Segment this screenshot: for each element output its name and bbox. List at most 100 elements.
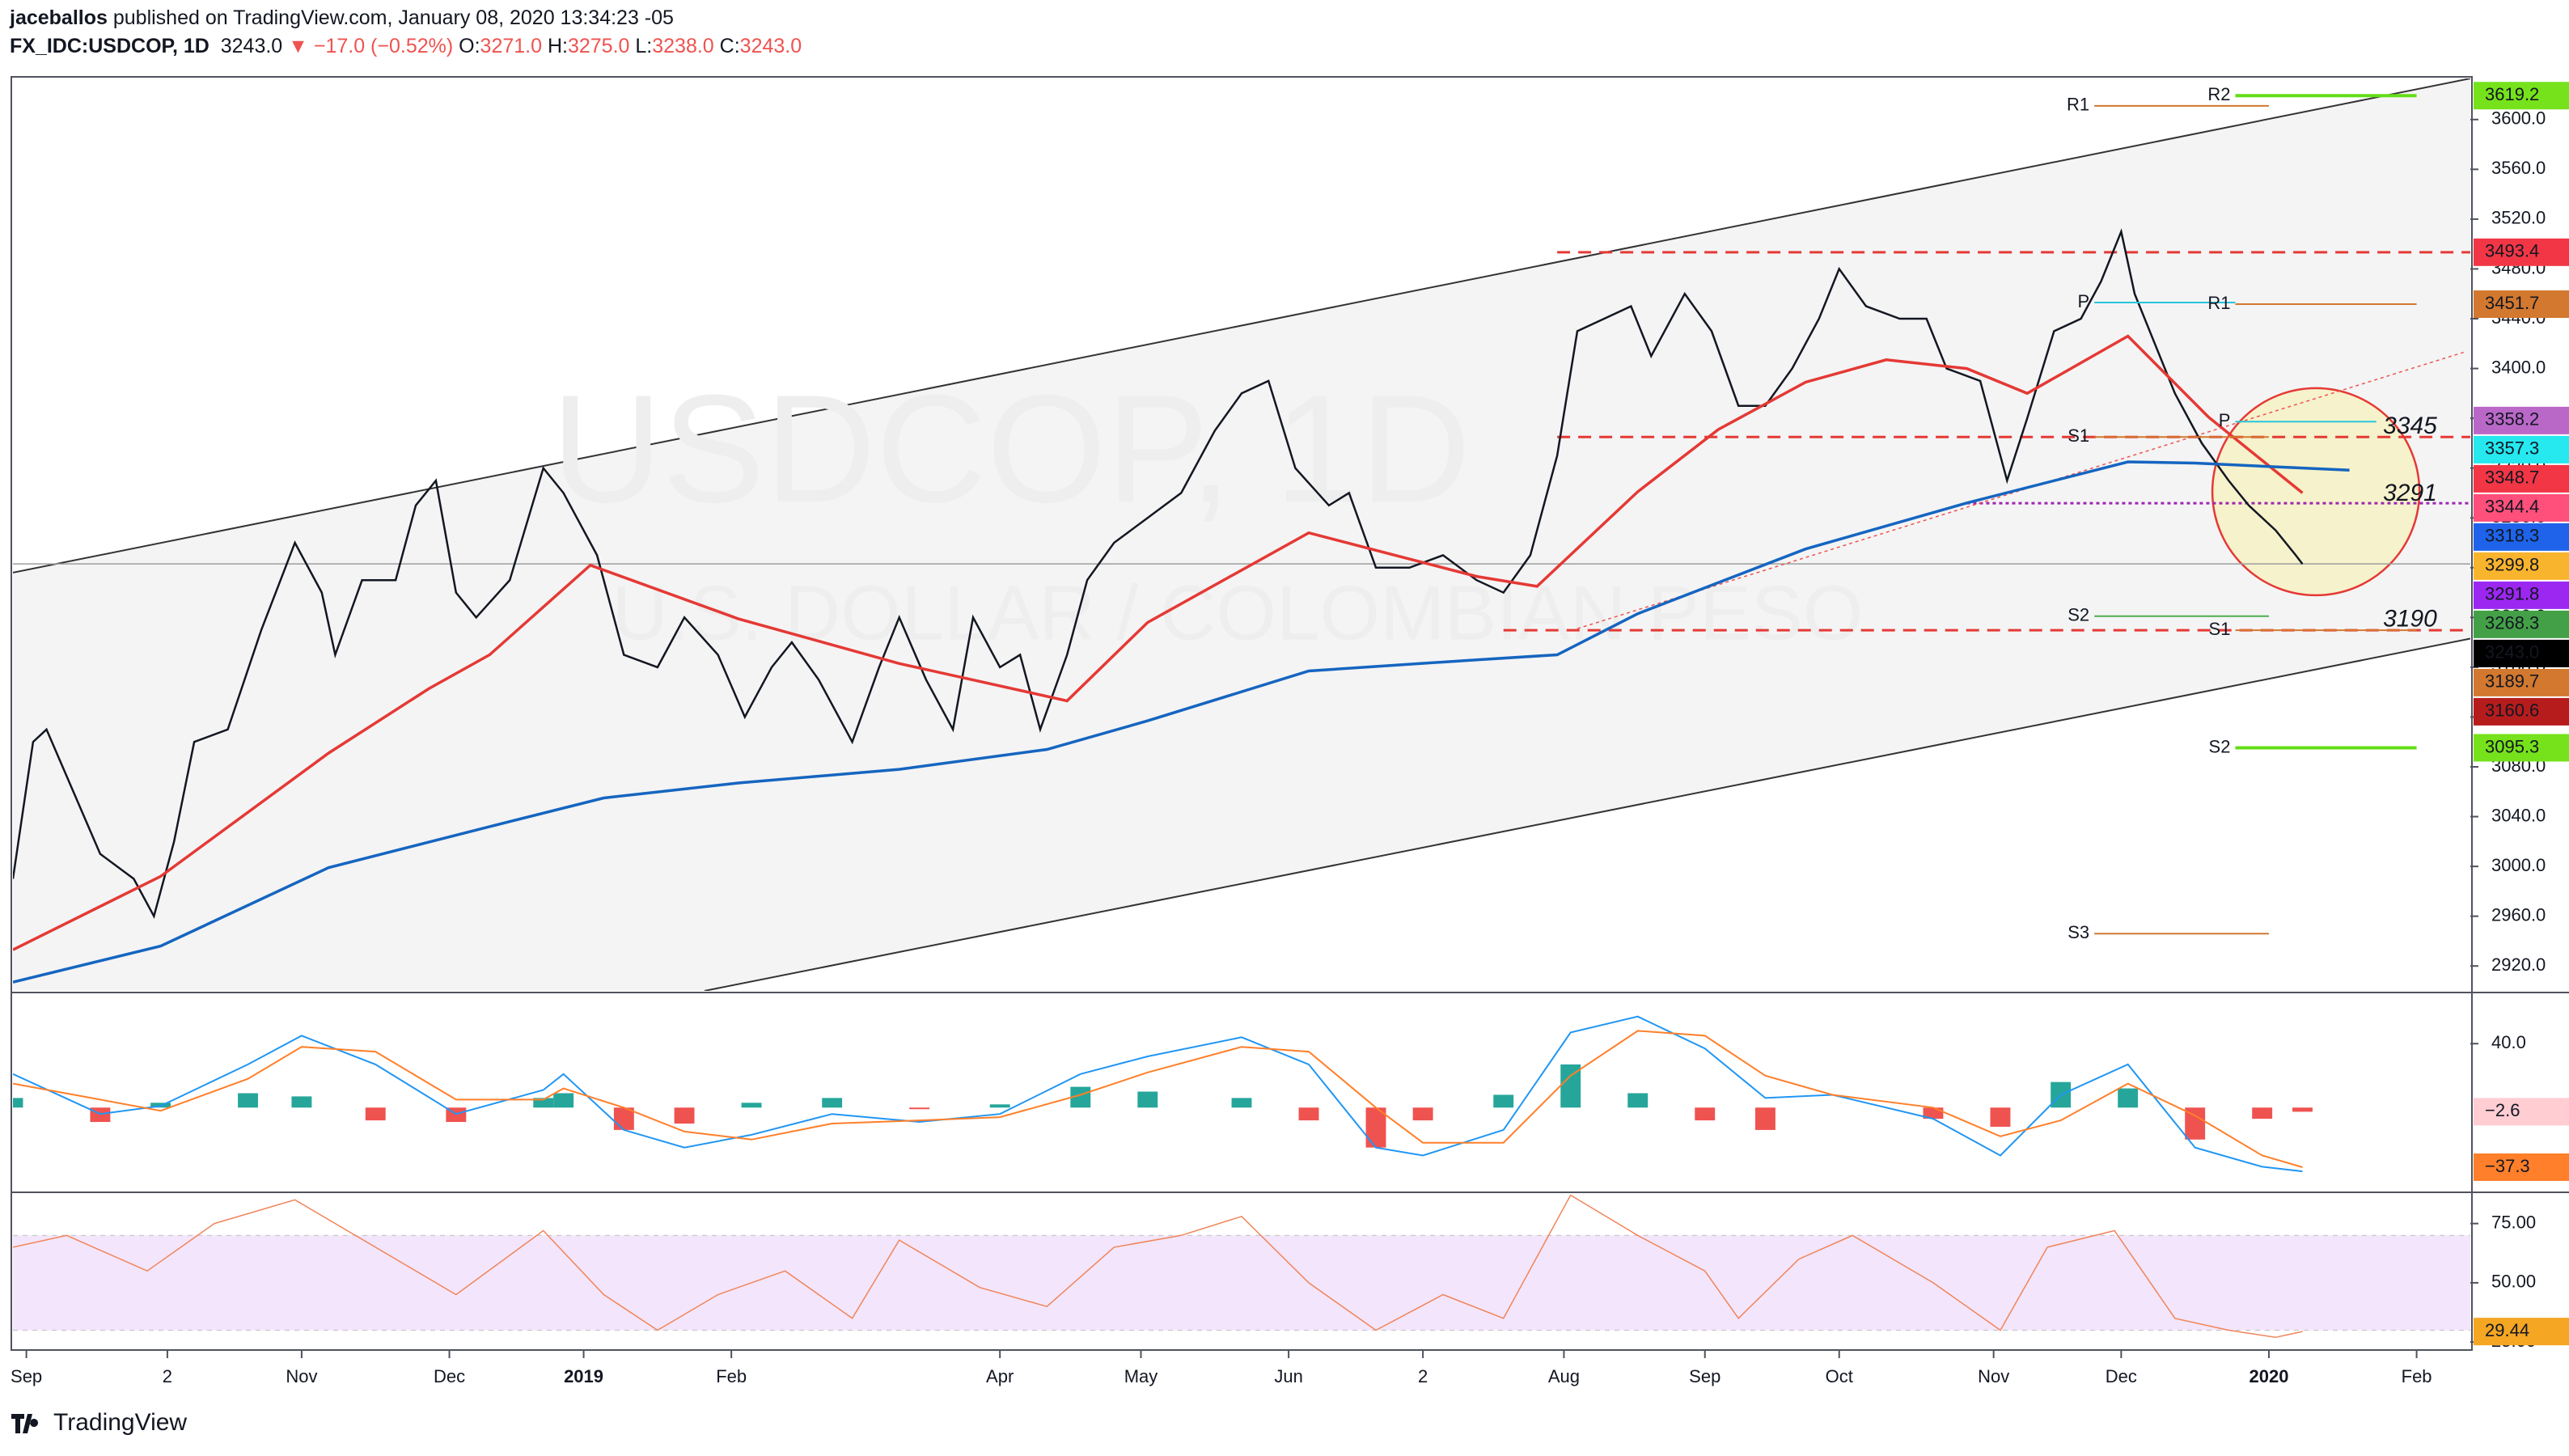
axis-price-label-text: 3357.3: [2485, 438, 2539, 459]
axis-price-label: [2474, 464, 2569, 493]
axis-price-label: [2474, 581, 2569, 609]
y-tick-label: 50.00: [2491, 1272, 2536, 1292]
publish-text: published on TradingView.com, January 08…: [112, 6, 674, 29]
axis-price-label: [2474, 290, 2569, 318]
axis-price-label: [2474, 610, 2569, 638]
histogram-bar: [1231, 1098, 1252, 1108]
channel-line: [704, 637, 2470, 991]
axis-price-label-text: 3095.3: [2485, 736, 2539, 756]
low-value: 3238.0: [652, 35, 714, 57]
publish-info: jaceballos published on TradingView.com,…: [10, 6, 674, 30]
axis-price-label-text: 3268.3: [2485, 613, 2539, 633]
histogram-bar: [533, 1098, 554, 1108]
axis-price-label-text: 3358.2: [2485, 409, 2539, 430]
histogram-bar: [553, 1093, 574, 1108]
histogram-bar: [613, 1107, 634, 1130]
axis-price-label: [2474, 523, 2569, 551]
x-tick-label: Jun: [1274, 1366, 1302, 1386]
axis-price-label: [2474, 1098, 2569, 1126]
rsi-band: [13, 1235, 2470, 1331]
axis-price-label: [2474, 82, 2569, 110]
pivot-label: S1: [2067, 425, 2089, 446]
x-tick-label: Aug: [1548, 1366, 1580, 1386]
annotation: 3291: [2383, 480, 2437, 506]
histogram-bar: [741, 1103, 762, 1108]
axis-price-label-text: 29.44: [2485, 1320, 2529, 1340]
axis-price-label: [2474, 697, 2569, 726]
author: jaceballos: [10, 6, 108, 29]
pivot-label: P: [2077, 291, 2089, 311]
highlight-circle: [2211, 387, 2421, 597]
axis-price-label-text: 3619.2: [2485, 84, 2539, 104]
x-tick-label: Sep: [1689, 1366, 1720, 1386]
close-value: 3243.0: [739, 35, 802, 57]
x-tick-label: 2: [1418, 1366, 1428, 1386]
axis-price-label: [2474, 435, 2569, 463]
histogram-bar: [291, 1096, 312, 1108]
series-line: [13, 1015, 2303, 1173]
brand: TradingView: [53, 1409, 188, 1436]
histogram-bar: [1627, 1093, 1648, 1108]
series-line: [13, 228, 2304, 920]
axis-price-label-text: 3344.4: [2485, 497, 2539, 517]
y-tick-label: 3040.0: [2491, 805, 2546, 825]
histogram-bar: [13, 1098, 23, 1108]
last-price: 3243.0: [220, 35, 283, 57]
price-pane: USDCOP, 1D U.S. DOLLAR / COLOMBIAN PESO R1…: [13, 78, 2470, 991]
x-tick-label: Nov: [286, 1366, 317, 1386]
footer: TradingView: [10, 1409, 187, 1437]
series-line: [13, 460, 2350, 984]
pivot-label: S3: [2067, 922, 2089, 942]
axis-price-label-text: 3160.6: [2485, 700, 2539, 721]
histogram-bar: [674, 1107, 695, 1124]
pivot-label: R1: [2067, 95, 2089, 115]
y-tick-label: 3400.0: [2491, 357, 2546, 377]
axis-price-label-text: 3291.8: [2485, 584, 2539, 604]
x-tick-label: Sep: [11, 1366, 42, 1386]
histogram-bar: [1137, 1091, 1158, 1108]
y-tick-label: 75.00: [2491, 1212, 2536, 1232]
axis-price-label: [2474, 668, 2569, 696]
axis-price-label-text: 3243.0: [2485, 642, 2539, 662]
symbol-info: FX_IDC:USDCOP, 1D 3243.0 ▼ −17.0 (−0.52%…: [10, 35, 802, 58]
x-tick-label: Nov: [1978, 1366, 2009, 1386]
y-tick-label: 3520.0: [2491, 208, 2546, 228]
x-tick-label: Feb: [2402, 1366, 2432, 1386]
y-tick-label: 40.0: [2491, 1032, 2526, 1052]
open-value: 3271.0: [480, 35, 543, 57]
pivot-label: P: [2219, 410, 2231, 430]
axis-price-label-text: −37.3: [2485, 1156, 2530, 1176]
open-label: O:: [459, 35, 480, 57]
histogram-bar: [1695, 1107, 1716, 1121]
series-line: [13, 334, 2304, 951]
axis-price-label: [2474, 406, 2569, 434]
x-tick-label: Feb: [716, 1366, 747, 1386]
histogram-bar: [909, 1107, 930, 1110]
histogram-bar: [1365, 1107, 1386, 1148]
pivot-label: S1: [2209, 619, 2231, 639]
histogram-bar: [989, 1104, 1010, 1108]
axis-price-label: [2474, 238, 2569, 266]
high-value: 3275.0: [567, 35, 630, 57]
y-tick-label: 2960.0: [2491, 904, 2546, 925]
x-tick-label: 2019: [564, 1366, 603, 1386]
axes: 2920.02960.03000.03040.03080.03120.03160…: [11, 82, 2569, 1386]
histogram-bar: [1990, 1107, 2011, 1127]
y-tick-label: 3600.0: [2491, 108, 2546, 129]
axis-price-label: [2474, 1153, 2569, 1181]
rsi-pane: [13, 1194, 2470, 1339]
x-tick-label: 2020: [2249, 1366, 2289, 1386]
axis-price-label-text: 3451.7: [2485, 293, 2539, 313]
series-line: [13, 1030, 2303, 1168]
chart: USDCOP, 1D U.S. DOLLAR / COLOMBIAN PESO R1…: [11, 76, 2569, 1386]
x-tick-label: Oct: [1826, 1366, 1853, 1386]
axis-price-label-text: 3299.8: [2485, 555, 2539, 575]
axis-price-label-text: 3348.7: [2485, 468, 2539, 488]
pivot-label: R1: [2207, 293, 2230, 313]
x-tick-label: 2: [163, 1366, 172, 1386]
x-tick-label: May: [1124, 1366, 1158, 1386]
logo: [11, 1414, 39, 1433]
watermark-symbol: USDCOP, 1D: [552, 363, 1471, 535]
axis-price-label: [2474, 734, 2569, 762]
